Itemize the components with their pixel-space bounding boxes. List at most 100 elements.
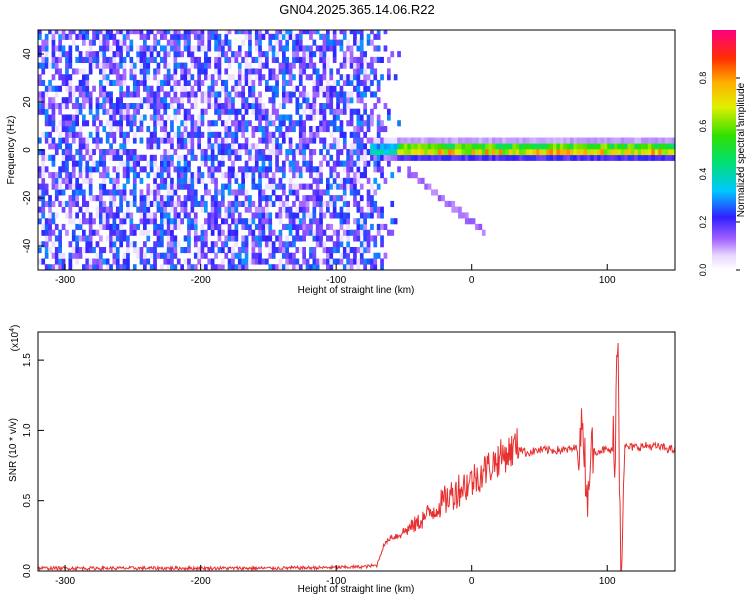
spectrogram-cell [180, 206, 184, 213]
spectrogram-cell [85, 160, 90, 167]
spectrogram-cell [190, 264, 195, 270]
spectrogram-cell [41, 103, 46, 110]
spectrogram-cell [298, 218, 303, 225]
spectrogram-cell [654, 149, 659, 156]
spectrogram-cell [349, 108, 354, 115]
spectrogram-cell [156, 206, 161, 213]
spectrogram-cell [349, 149, 354, 156]
spectrogram-cell [248, 85, 252, 92]
spectrogram-cell [326, 177, 330, 184]
spectrogram-cell [78, 33, 83, 40]
spectrogram-cell [353, 39, 357, 46]
spectrogram-cell [44, 154, 49, 161]
spectrogram-cell [237, 120, 242, 127]
spectrogram-cell [146, 97, 151, 104]
spectrogram-cell [190, 114, 195, 121]
spectrogram-cell [644, 149, 649, 156]
spectrogram-cell [373, 235, 378, 242]
spectrogram-cell [95, 114, 100, 121]
spectrogram-cell [342, 108, 347, 115]
spectrogram-cell [210, 166, 215, 173]
spectrogram-cell [136, 45, 140, 52]
spectrogram-cell [332, 108, 337, 115]
spectrogram-cell [139, 126, 144, 133]
spectrogram-cell [353, 252, 357, 259]
spectrogram-cell [227, 172, 232, 179]
spectrogram-cell [295, 212, 300, 219]
spectrogram-cell [176, 45, 181, 52]
spectrogram-cell [136, 247, 140, 254]
spectrogram-cell [173, 206, 178, 213]
spectrogram-cell [658, 149, 662, 156]
spectrogram-cell [122, 74, 127, 81]
spectrogram-cell [193, 79, 198, 86]
spectrogram-cell [312, 97, 317, 104]
spectrogram-cell [170, 103, 174, 110]
spectrogram-cell [160, 166, 164, 173]
spectrogram-cell [102, 74, 107, 81]
spectrogram-cell [258, 241, 262, 248]
spectrogram-cell [112, 235, 117, 242]
spectrogram-cell [214, 143, 218, 150]
spectrogram-cell [627, 137, 632, 144]
spectrogram-cell [115, 108, 120, 115]
spectrogram-cell [312, 206, 317, 213]
spectrogram-cell [380, 241, 384, 248]
x-tick-label: 100 [599, 275, 616, 286]
spectrogram-cell [539, 154, 544, 161]
spectrogram-cell [207, 143, 212, 150]
spectrogram-cell [78, 235, 83, 242]
spectrogram-cell [217, 74, 222, 81]
spectrogram-cell [346, 39, 350, 46]
spectrogram-cell [265, 79, 269, 86]
spectrogram-cell [329, 166, 334, 173]
spectrogram-cell [139, 30, 144, 35]
spectrogram-cell [305, 137, 310, 144]
spectrogram-cell [193, 56, 198, 63]
spectrogram-cell [403, 149, 408, 156]
spectrogram-cell [119, 149, 123, 156]
colorbar-tick-label: 0.0 [698, 264, 708, 277]
spectrogram-cell [329, 103, 334, 110]
spectrogram-cell [556, 137, 561, 144]
spectrogram-cell [41, 68, 46, 75]
spectrogram-cell [275, 85, 279, 92]
spectrogram-cell [217, 137, 222, 144]
spectrogram-cell [319, 166, 323, 173]
spectrogram-cell [197, 172, 201, 179]
spectrogram-cell [105, 30, 110, 35]
spectrogram-cell [61, 103, 66, 110]
spectrogram-cell [227, 258, 232, 265]
spectrogram-cell [661, 137, 666, 144]
spectrogram-cell [224, 183, 229, 190]
spectrogram-cell [322, 103, 327, 110]
spectrogram-cell [309, 45, 313, 52]
spectrogram-cell [105, 218, 110, 225]
spectrogram-cell [292, 241, 296, 248]
spectrogram-cell [44, 108, 49, 115]
spectrogram-cell [305, 143, 310, 150]
spectrogram-cell [342, 33, 347, 40]
spectrogram-cell [193, 154, 198, 161]
spectrogram-cell [312, 30, 317, 35]
spectrogram-cell [237, 62, 242, 69]
spectrogram-cell [373, 91, 378, 98]
spectrogram-cell [278, 229, 283, 236]
spectrogram-cell [58, 252, 62, 259]
spectrogram-cell [380, 126, 384, 133]
spectrogram-cell [71, 247, 76, 254]
spectrogram-cell [197, 85, 201, 92]
spectrogram-cell [132, 154, 137, 161]
spectrogram-cell [319, 79, 323, 86]
spectrogram-cell [475, 149, 479, 156]
spectrogram-cell [163, 160, 168, 167]
spectrogram-cell [478, 223, 483, 230]
spectrogram-cell [231, 206, 235, 213]
spectrogram-cell [481, 154, 486, 161]
spectrogram-cell [265, 114, 269, 121]
spectrogram-cell [115, 126, 120, 133]
spectrogram-cell [258, 137, 262, 144]
spectrogram-cell [607, 143, 611, 150]
spectrogram-cell [210, 206, 215, 213]
spectrogram-cell [631, 154, 635, 161]
